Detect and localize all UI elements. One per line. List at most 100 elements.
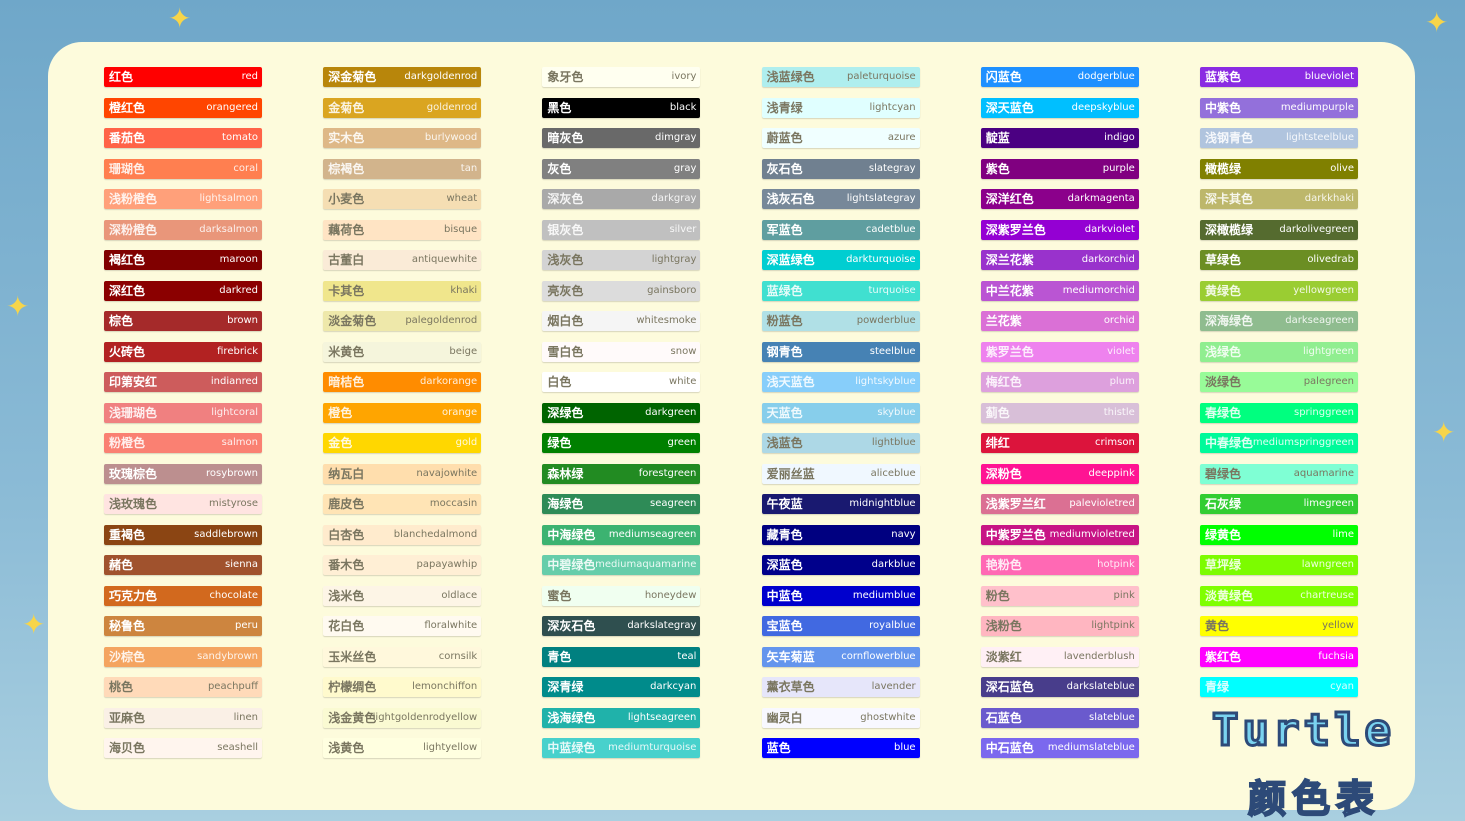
chinese-name: 深金菊色 [328, 70, 377, 84]
english-name: crimson [1095, 437, 1135, 448]
color-swatch: 闪蓝色 dodgerblue [980, 67, 1139, 87]
color-swatch: 浅天蓝色 lightskyblue [761, 372, 920, 392]
chinese-name: 雪白色 [547, 344, 584, 359]
chinese-name: 银灰色 [547, 222, 584, 237]
chinese-name: 重褐色 [109, 527, 146, 542]
english-name: forestgreen [638, 467, 697, 479]
chinese-name: 深绿色 [547, 405, 584, 420]
color-swatch: 沙棕色 sandybrown [104, 646, 262, 667]
color-swatch: 爱丽丝蓝 aliceblue [761, 463, 920, 484]
english-name: honeydew [644, 589, 697, 601]
chinese-name: 浅玫瑰色 [109, 497, 158, 511]
chinese-name: 金色 [328, 436, 353, 450]
chinese-name: 番木色 [328, 558, 365, 572]
english-name: lightslategray [846, 193, 916, 204]
english-name: sienna [225, 559, 258, 570]
color-swatch: 蓟色 thistle [980, 402, 1139, 423]
chinese-name: 绯红 [985, 436, 1010, 450]
english-name: lemonchiffon [412, 681, 478, 692]
chinese-name: 红色 [109, 70, 134, 84]
color-swatch: 草绿色 olivedrab [1200, 250, 1358, 270]
chinese-name: 橙红色 [109, 100, 146, 115]
chinese-name: 淡绿色 [1205, 375, 1242, 389]
chinese-name: 军蓝色 [766, 222, 803, 237]
english-name: thistle [1103, 406, 1135, 418]
chinese-name: 中碧绿色 [547, 558, 596, 572]
color-swatch: 亮灰色 gainsboro [542, 280, 701, 301]
chinese-name: 淡紫红 [985, 649, 1022, 664]
color-swatch: 薰衣草色 lavender [761, 677, 920, 697]
chinese-name: 暗桔色 [328, 375, 365, 389]
english-name: darkorchid [1081, 254, 1135, 265]
color-swatch: 中海绿色 mediumseagreen [542, 524, 701, 545]
english-name: cyan [1330, 681, 1354, 692]
color-swatch: 紫罗兰色 violet [980, 341, 1139, 362]
chinese-name: 浅绿色 [1205, 344, 1242, 359]
chinese-name: 火砖色 [109, 344, 146, 359]
chinese-name: 黄绿色 [1205, 283, 1242, 298]
chinese-name: 深粉橙色 [109, 222, 158, 237]
chinese-name: 灰色 [547, 161, 572, 176]
english-name: saddlebrown [194, 528, 258, 540]
chinese-name: 实木色 [328, 131, 365, 145]
english-name: navajowhite [416, 467, 478, 479]
english-name: lightpink [1091, 620, 1135, 631]
color-swatch: 玉米丝色 cornsilk [323, 646, 482, 667]
color-swatch: 浅玫瑰色 mistyrose [104, 494, 262, 514]
english-name: darkslategray [627, 620, 697, 631]
english-name: lightsteelblue [1286, 132, 1354, 143]
chinese-name: 淡金菊色 [328, 314, 377, 328]
color-swatch: 浅黄色 lightyellow [323, 738, 482, 758]
color-swatch: 深卡其色 darkkhaki [1200, 189, 1358, 209]
chinese-name: 玫瑰棕色 [109, 466, 158, 481]
chinese-name: 烟白色 [547, 314, 584, 328]
english-name: blue [893, 742, 916, 753]
english-name: tomato [222, 132, 258, 143]
chinese-name: 梅红色 [985, 375, 1022, 389]
english-name: powderblue [856, 315, 916, 326]
color-swatch: 暗桔色 darkorange [323, 372, 482, 392]
english-name: darkgoldenrod [404, 71, 478, 82]
chinese-name: 石灰绿 [1205, 497, 1242, 511]
star: ✦ [6, 290, 30, 323]
chinese-name: 中海绿色 [547, 527, 596, 542]
english-name: darkolivegreen [1279, 223, 1354, 235]
english-name: lavenderblush [1063, 650, 1135, 662]
color-swatch: 天蓝色 skyblue [761, 402, 920, 423]
chinese-name: 青色 [547, 649, 572, 664]
chinese-name: 深粉色 [985, 466, 1022, 481]
english-name: orchid [1103, 315, 1135, 326]
color-swatch: 中紫罗兰色 mediumvioletred [980, 524, 1139, 545]
english-name: darkviolet [1084, 223, 1135, 235]
english-name: darkslateblue [1066, 681, 1135, 692]
english-name: orangered [206, 101, 258, 113]
chinese-name: 花白色 [328, 619, 365, 633]
chinese-name: 紫红色 [1205, 649, 1242, 664]
color-swatch: 金色 gold [323, 433, 482, 453]
chinese-name: 中兰花紫 [985, 283, 1034, 298]
english-name: coral [233, 162, 258, 174]
chinese-name: 中紫罗兰色 [985, 527, 1046, 542]
color-swatch: 中蓝绿色 mediumturquoise [542, 738, 701, 758]
english-name: gold [455, 437, 478, 448]
chinese-name: 深卡其色 [1205, 192, 1254, 206]
english-name: yellowgreen [1293, 284, 1354, 296]
color-swatch: 靛蓝 indigo [980, 128, 1139, 148]
color-swatch: 深海绿色 darkseagreen [1200, 311, 1358, 331]
color-swatch: 深绿色 darkgreen [542, 402, 701, 423]
chinese-name: 蓝绿色 [766, 283, 803, 298]
chinese-name: 深石蓝色 [985, 680, 1034, 694]
color-swatch: 藏青色 navy [761, 524, 920, 545]
chinese-name: 浅珊瑚色 [109, 405, 158, 420]
color-swatch: 青绿 cyan [1200, 677, 1358, 697]
english-name: aliceblue [870, 467, 916, 479]
english-name: turquoise [868, 284, 916, 296]
chinese-name: 森林绿 [547, 466, 584, 481]
color-swatch: 深兰花紫 darkorchid [980, 250, 1139, 270]
english-name: paleturquoise [847, 71, 916, 82]
english-name: lime [1332, 528, 1354, 540]
color-swatch: 深粉色 deeppink [980, 463, 1139, 484]
color-swatch: 午夜蓝 midnightblue [761, 494, 920, 514]
color-swatch: 古董白 antiquewhite [323, 250, 482, 270]
english-name: lightblue [871, 437, 916, 448]
